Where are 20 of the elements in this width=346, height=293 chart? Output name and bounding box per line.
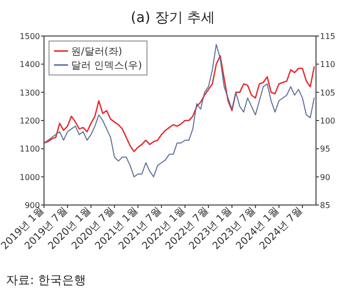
y2-tick-label: 90: [320, 172, 330, 182]
y-tick-label: 900: [24, 201, 40, 210]
text: 자료: 한국은행: [6, 273, 86, 287]
y-tick-label: 1400: [20, 60, 40, 70]
y-tick-label: 1200: [20, 116, 40, 126]
y-tick-label: 1100: [20, 144, 40, 154]
y-tick-label: 1500: [20, 32, 40, 41]
line-series: [44, 44, 315, 178]
y2-tick-label: 95: [320, 144, 330, 154]
y-tick-label: 1300: [20, 88, 40, 98]
y-tick-label: 1000: [20, 172, 40, 182]
y2-tick-label: 85: [320, 201, 330, 210]
chart-title: (a) 장기 추세: [130, 10, 216, 26]
y2-tick-label: 105: [320, 88, 336, 98]
y2-tick-label: 115: [320, 32, 336, 41]
legend-label: 달러 인덱스(우): [71, 60, 142, 72]
legend-label: 원/달러(좌): [71, 46, 122, 58]
line-series: [43, 55, 315, 152]
y2-tick-label: 110: [320, 60, 336, 70]
y2-tick-label: 100: [320, 116, 336, 126]
